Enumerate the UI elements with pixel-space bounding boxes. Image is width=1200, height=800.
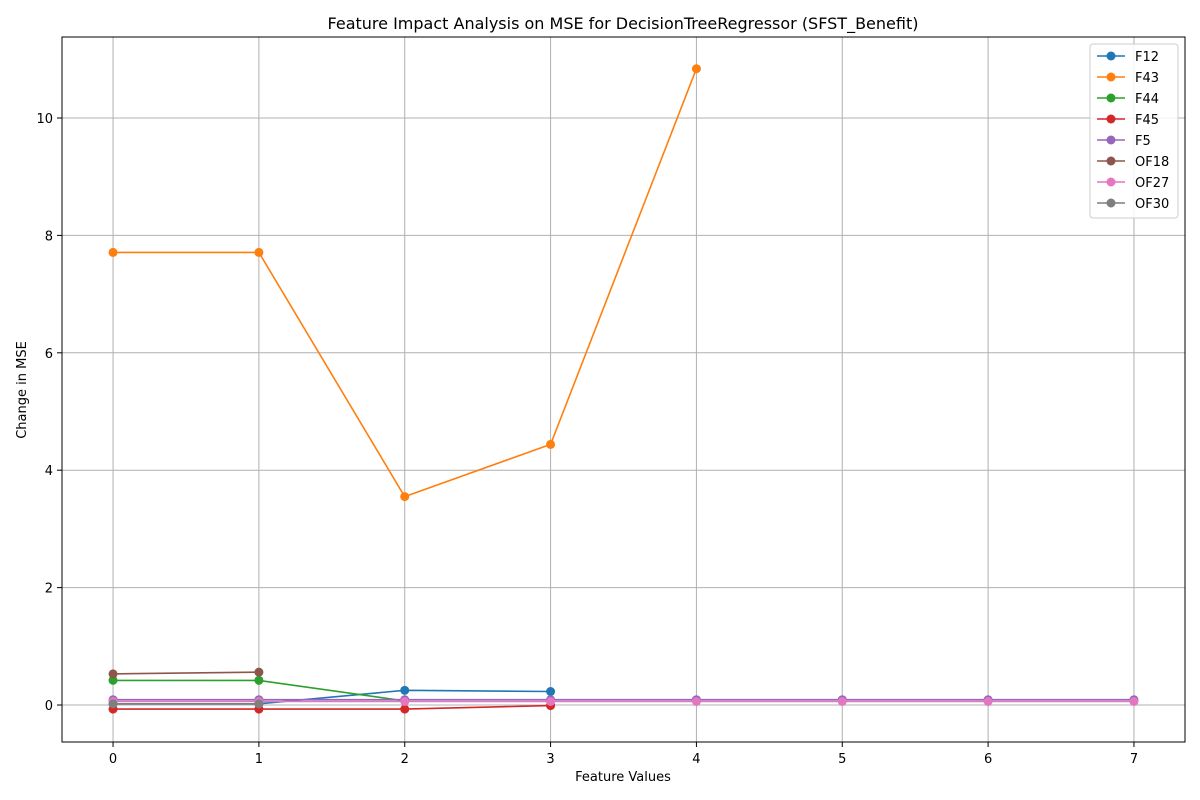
- legend-entry: OF27: [1097, 176, 1169, 191]
- plot-frame: [61, 36, 1186, 743]
- x-ticks: 0 1 2 3 4 5 6 7: [109, 742, 1138, 767]
- x-tick-label: 6: [984, 752, 992, 767]
- x-tick-label: 3: [546, 752, 554, 767]
- grid: [62, 37, 1185, 742]
- data-point: [691, 696, 701, 706]
- data-point: [108, 699, 118, 709]
- legend-marker: [1106, 72, 1116, 82]
- legend-entry: F43: [1097, 71, 1159, 86]
- series-of30: [108, 699, 264, 709]
- legend-marker: [1106, 114, 1116, 124]
- legend-label: OF27: [1135, 176, 1169, 191]
- legend-label: F45: [1135, 113, 1159, 128]
- data-point: [400, 704, 410, 714]
- legend-entry: OF30: [1097, 197, 1169, 212]
- data-point: [400, 696, 410, 706]
- legend-label: F12: [1135, 50, 1159, 65]
- y-tick-label: 8: [45, 229, 53, 244]
- y-tick-label: 2: [45, 582, 53, 597]
- legend-label: F43: [1135, 71, 1159, 86]
- data-point: [1129, 696, 1139, 706]
- series-of18: [108, 667, 264, 679]
- x-tick-label: 2: [401, 752, 409, 767]
- data-point: [400, 492, 410, 502]
- y-tick-label: 0: [45, 699, 53, 714]
- legend-marker: [1106, 51, 1116, 61]
- data-point: [400, 685, 410, 695]
- data-point: [108, 247, 118, 257]
- x-axis-label: Feature Values: [575, 770, 671, 785]
- data-point: [837, 696, 847, 706]
- legend-label: OF30: [1135, 197, 1169, 212]
- x-tick-label: 0: [109, 752, 117, 767]
- legend-label: OF18: [1135, 155, 1169, 170]
- chart-title: Feature Impact Analysis on MSE for Decis…: [328, 14, 919, 34]
- legend-entry: F45: [1097, 113, 1159, 128]
- series-f45: [108, 701, 556, 714]
- legend-marker: [1106, 135, 1116, 145]
- legend-entry: F44: [1097, 92, 1159, 107]
- legend-marker: [1106, 93, 1116, 103]
- legend: F12 F43 F44 F45 F5 OF18 OF27 OF30: [1089, 43, 1179, 219]
- data-point: [108, 675, 118, 685]
- data-point: [254, 247, 264, 257]
- legend-entry: F5: [1097, 134, 1151, 149]
- legend-label: F5: [1135, 134, 1151, 149]
- legend-entry: F12: [1097, 50, 1159, 65]
- series-f43: [108, 64, 701, 502]
- x-tick-label: 5: [838, 752, 846, 767]
- series-line: [113, 704, 551, 710]
- data-point: [254, 675, 264, 685]
- data-point: [108, 669, 118, 679]
- x-tick-label: 7: [1130, 752, 1138, 767]
- data-point: [691, 64, 701, 74]
- legend-marker: [1106, 156, 1116, 166]
- data-point: [546, 439, 556, 449]
- y-axis-label: Change in MSE: [15, 341, 30, 439]
- legend-marker: [1106, 177, 1116, 187]
- data-point: [546, 687, 556, 697]
- y-ticks: 0 2 4 6 8 10: [36, 112, 62, 714]
- y-tick-label: 10: [36, 112, 53, 127]
- series-layer: [108, 64, 1139, 714]
- data-point: [254, 667, 264, 677]
- data-point: [546, 696, 556, 706]
- x-tick-label: 1: [255, 752, 263, 767]
- x-tick-label: 4: [692, 752, 700, 767]
- series-line: [112, 671, 259, 675]
- legend-entry: OF18: [1097, 155, 1169, 170]
- y-tick-label: 6: [45, 347, 53, 362]
- y-tick-label: 4: [45, 464, 53, 479]
- legend-box: [1089, 43, 1179, 219]
- data-point: [983, 696, 993, 706]
- data-point: [254, 699, 264, 709]
- legend-marker: [1106, 198, 1116, 208]
- legend-label: F44: [1135, 92, 1159, 107]
